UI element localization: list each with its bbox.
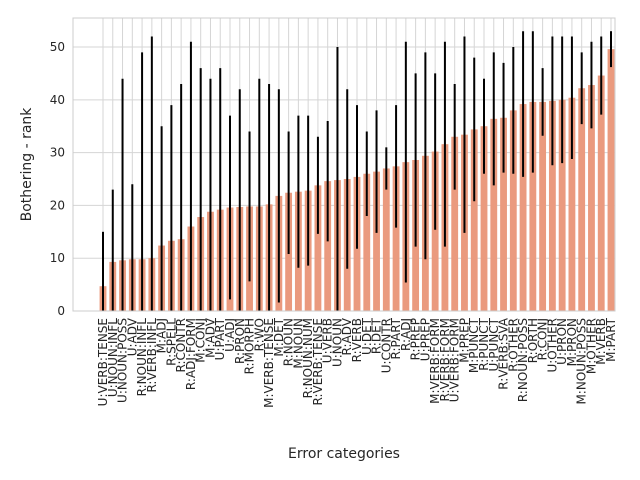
x-tick-label: M:PART <box>604 317 618 362</box>
bar <box>519 104 527 312</box>
x-tick-label: R:NOUN:NUM <box>301 318 315 398</box>
bar <box>480 126 488 312</box>
bar <box>509 110 517 311</box>
error-bars <box>102 31 612 311</box>
x-tick-label: R:OTHER <box>506 318 520 372</box>
x-tick-label: M:VERB:FORM <box>428 318 442 404</box>
x-tick-label: M:PUNCT <box>467 317 481 373</box>
x-tick-label: R:ADV <box>340 317 354 355</box>
x-tick-label: U:OTHER <box>545 318 559 373</box>
x-tick-label: R:NOUN:POSS <box>516 318 530 402</box>
y-tick-label: 30 <box>50 146 65 160</box>
bar <box>373 171 380 311</box>
y-axis-label: Bothering - rank <box>19 107 35 222</box>
bar <box>470 129 478 311</box>
x-tick-label: R:NOUN <box>282 318 296 366</box>
labels: 01020304050U:VERB:TENSEU:NOUN:INFLU:NOUN… <box>50 40 618 408</box>
x-tick-label: R:MORPH <box>243 318 257 374</box>
x-tick-label: R:WO <box>252 318 266 351</box>
x-tick-label: R:PREP <box>409 318 423 360</box>
bar <box>363 173 371 311</box>
x-tick-label: R:PUNCT <box>477 317 491 370</box>
bar <box>539 101 547 311</box>
y-tick-label: 10 <box>50 251 65 265</box>
x-tick-label: R:ORTH <box>526 318 540 363</box>
x-tick-label: U:NOUN <box>330 318 344 367</box>
x-tick-label: U:PRON <box>555 318 569 365</box>
bar <box>324 181 332 311</box>
x-tick-label: R:VERB <box>350 318 364 362</box>
x-tick-label: U:VERB:TENSE <box>96 318 110 406</box>
x-tick-label: M:OTHER <box>584 318 598 374</box>
x-tick-label: M:ADV <box>203 317 217 358</box>
x-tick-label: U:VERB <box>321 318 335 363</box>
x-tick-label: M:PRON <box>565 318 579 366</box>
x-tick-label: M:VERB <box>594 318 608 365</box>
x-tick-label: M:DET <box>272 317 286 356</box>
x-tick-label: U:PART <box>213 317 227 360</box>
x-tick-label: R:VERB:INFL <box>145 318 159 393</box>
bar <box>588 85 595 311</box>
x-tick-label: U:ADV <box>125 317 139 356</box>
x-tick-label: M:VERB:TENSE <box>262 318 276 408</box>
x-tick-label: R:ADJ:FORM <box>184 318 198 390</box>
x-tick-label: R:CONJ <box>536 318 550 360</box>
bar <box>314 185 322 311</box>
plot-frame <box>72 17 616 312</box>
x-tick-label: U:CONTR <box>379 318 393 373</box>
bar <box>578 88 586 311</box>
x-tick-label: M:ADJ <box>155 318 169 353</box>
x-tick-label: M:NOUN:POSS <box>575 318 589 405</box>
x-tick-label: R:CONTR <box>174 318 188 372</box>
x-tick-label: U:ADJ <box>223 318 237 352</box>
bar <box>451 136 459 311</box>
bar <box>548 100 556 312</box>
bar <box>431 151 439 311</box>
x-tick-label: R:NOUN:INFL <box>135 318 149 397</box>
x-tick-label: R:VERB:TENSE <box>311 318 325 406</box>
x-tick-label: R:PART <box>389 317 403 359</box>
bar <box>490 118 498 312</box>
x-axis-label: Error categories <box>288 446 400 462</box>
x-tick-label: M:CONJ <box>194 318 208 363</box>
x-tick-label: R:VERB:SVA <box>497 317 511 389</box>
y-tick-label: 20 <box>50 198 65 212</box>
x-tick-label: R:VERB:FORM <box>438 318 452 401</box>
x-tick-label: R:DET <box>370 317 384 354</box>
x-tick-label: U:VERB:FORM <box>448 318 462 402</box>
x-tick-label: U:NOUN:POSS <box>116 318 130 403</box>
x-tick-label: U:PREP <box>418 318 432 361</box>
y-tick-label: 40 <box>50 93 65 107</box>
bar <box>500 117 507 311</box>
x-tick-label: M:NOUN <box>291 318 305 369</box>
y-tick-label: 0 <box>57 304 65 318</box>
bar <box>558 99 566 311</box>
bar <box>607 49 615 312</box>
x-tick-label: R:PRON <box>233 318 247 364</box>
bar <box>529 101 537 311</box>
y-tick-label: 50 <box>50 40 65 54</box>
x-tick-label: U:PUNCT <box>487 317 501 371</box>
x-tick-label: U:NOUN:INFL <box>106 318 120 397</box>
x-tick-label: R:ADJ <box>399 318 413 351</box>
bar <box>597 75 605 311</box>
bar <box>392 166 400 311</box>
bar <box>382 168 390 311</box>
x-tick-label: M:PREP <box>457 318 471 363</box>
bar <box>568 97 576 311</box>
x-tick-label: U:DET <box>360 317 374 355</box>
x-tick-label: R:SPELL <box>164 318 178 366</box>
